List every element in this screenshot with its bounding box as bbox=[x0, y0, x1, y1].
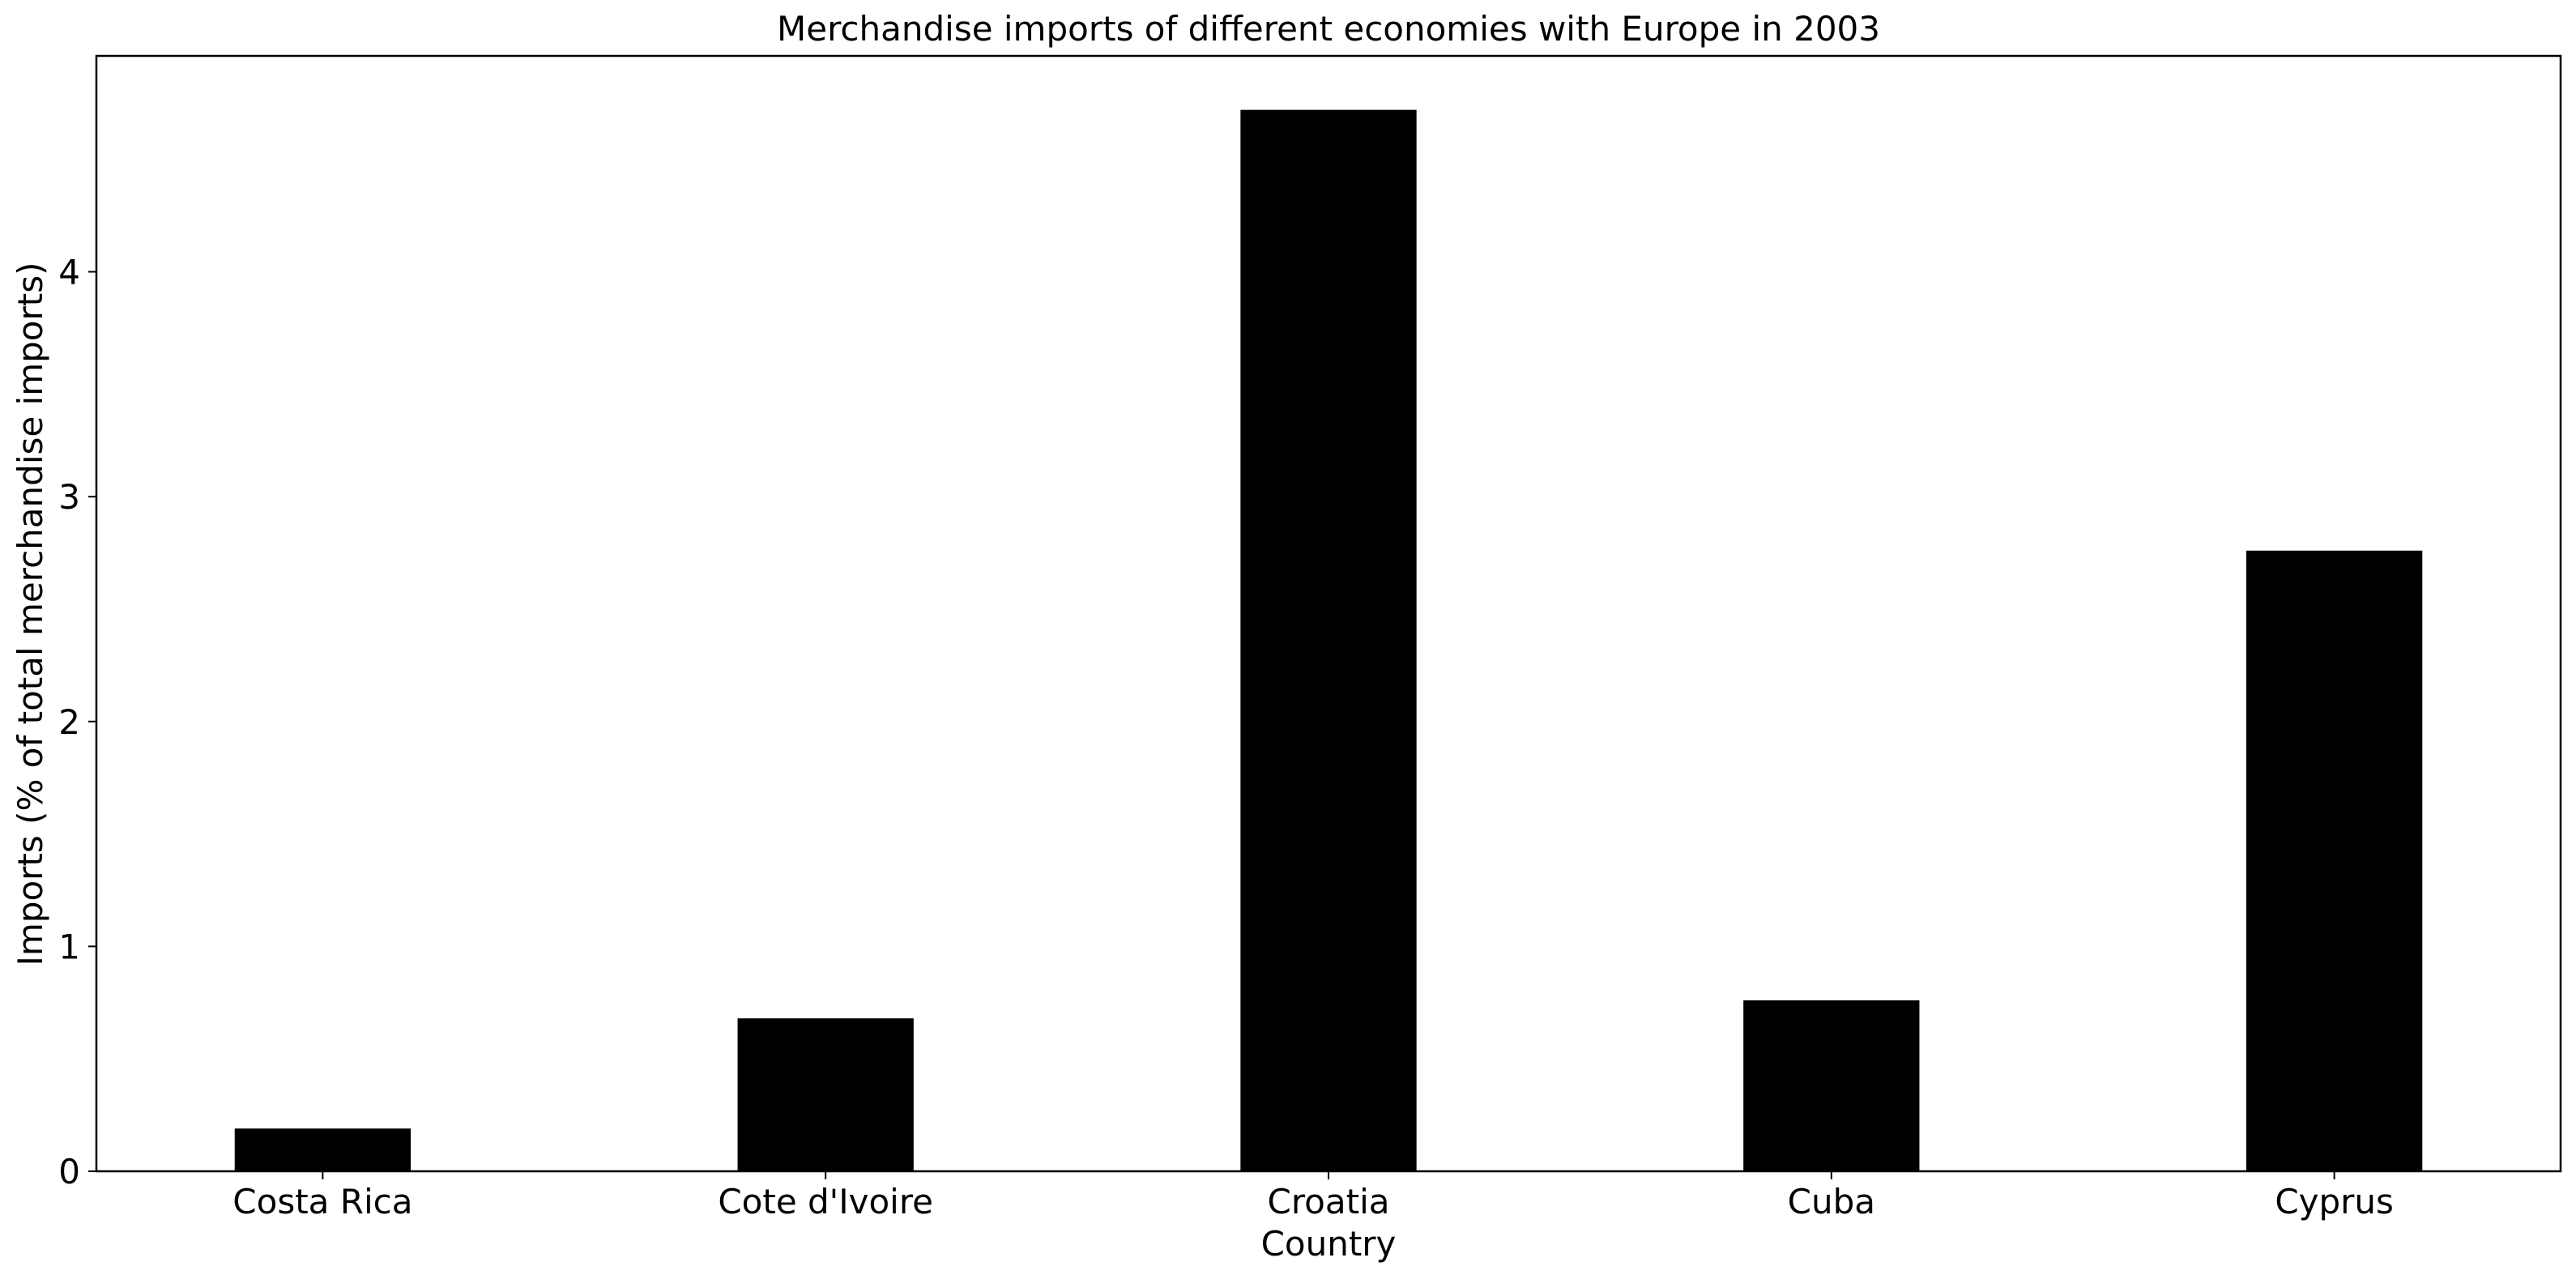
bar bbox=[2245, 550, 2423, 1171]
y-tick-label: 3 bbox=[58, 477, 80, 517]
x-tick-label: Cote d'Ivoire bbox=[718, 1182, 933, 1221]
y-tick-label: 1 bbox=[58, 927, 80, 966]
chart-title: Merchandise imports of different economi… bbox=[777, 9, 1880, 49]
x-axis-label: Country bbox=[1261, 1224, 1397, 1264]
y-tick-label: 2 bbox=[58, 702, 80, 742]
bar bbox=[1240, 109, 1417, 1171]
x-tick-label: Costa Rica bbox=[232, 1182, 412, 1221]
y-tick-label: 0 bbox=[58, 1152, 80, 1192]
y-axis-label: Imports (% of total merchandise imports) bbox=[11, 262, 50, 966]
y-axis-ticks: 0 1 2 3 4 bbox=[58, 253, 96, 1192]
bars-group bbox=[234, 109, 2423, 1171]
x-tick-label: Cyprus bbox=[2275, 1182, 2394, 1221]
y-tick-label: 4 bbox=[58, 253, 80, 292]
x-tick-label: Croatia bbox=[1268, 1182, 1390, 1221]
x-axis-ticks: Costa Rica Cote d'Ivoire Croatia Cuba Cyprus bbox=[232, 1171, 2394, 1221]
bar bbox=[234, 1128, 412, 1171]
bar bbox=[1743, 1000, 1920, 1171]
x-tick-label: Cuba bbox=[1788, 1182, 1875, 1221]
plot-area-frame bbox=[95, 54, 2562, 1173]
bar bbox=[737, 1018, 914, 1171]
